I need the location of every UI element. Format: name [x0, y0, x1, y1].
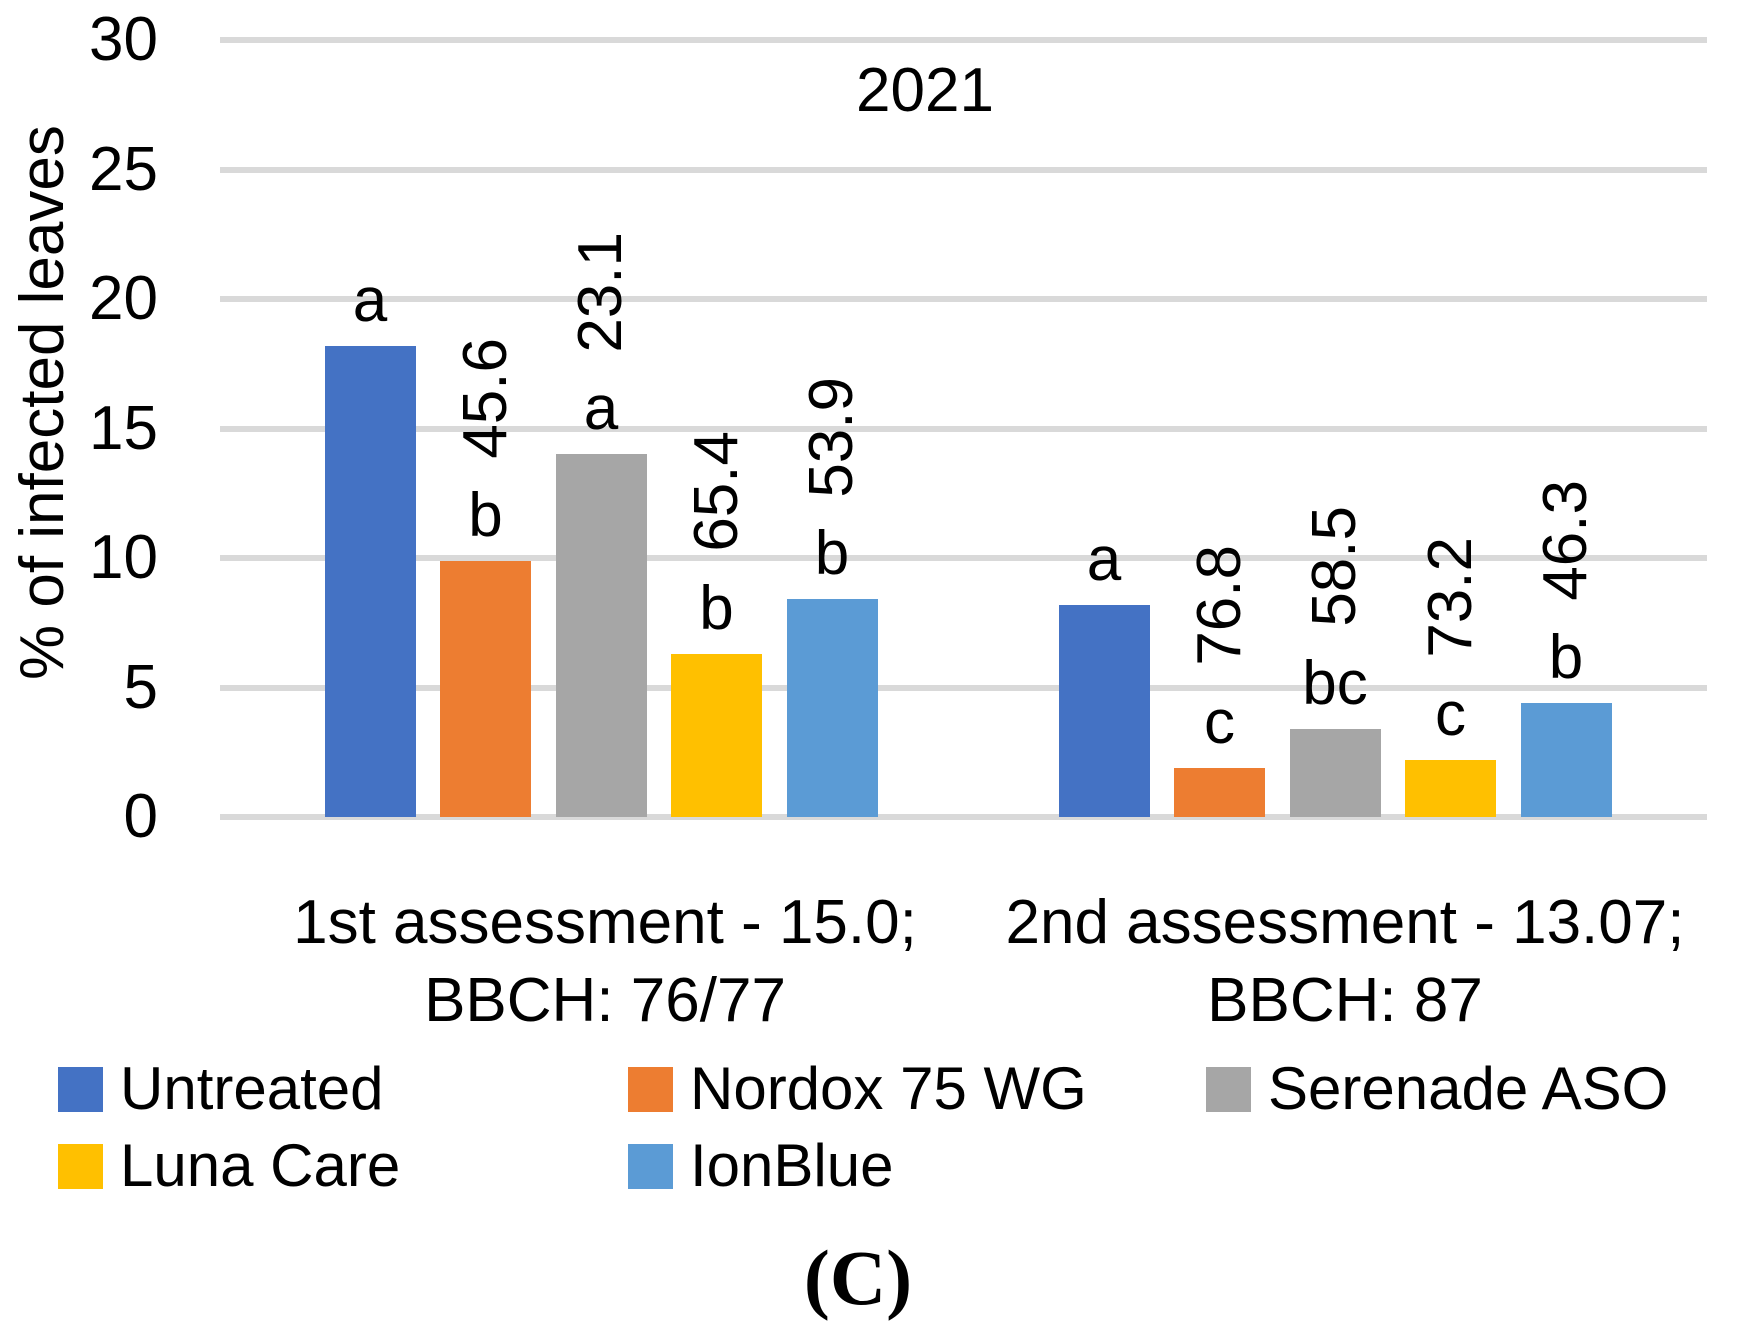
gridline-30 [220, 37, 1707, 43]
y-tick-label-10: 10 [89, 523, 158, 592]
category-label-1st-assessment: 1st assessment - 15.0; BBCH: 76/77 [195, 884, 1015, 1040]
legend-label: Serenade ASO [1268, 1055, 1669, 1122]
significance-letter-nordox-75-wg-group2: c [1204, 687, 1235, 757]
legend-label: Nordox 75 WG [690, 1055, 1087, 1122]
significance-letter-nordox-75-wg-group1: b [468, 480, 503, 550]
bar-nordox-75-wg-group1 [440, 560, 531, 817]
legend-label: IonBlue [690, 1132, 894, 1199]
gridline-0 [220, 814, 1707, 820]
gridline-25 [220, 166, 1707, 173]
y-tick-label-15: 15 [89, 393, 158, 463]
legend-swatch-ionblue [628, 1143, 673, 1189]
efficacy-value-label-luna-care-group1: 65.4 [681, 431, 751, 552]
significance-letter-untreated-group2: a [1086, 524, 1122, 594]
legend-swatch-nordox-75-wg [628, 1066, 673, 1112]
significance-letter-serenade-aso-group2: bc [1302, 648, 1368, 718]
legend-item-serenade-aso: Serenade ASO [1206, 1059, 1668, 1119]
panel-label: (C) [803, 1234, 913, 1321]
gridline-5 [220, 684, 1707, 691]
legend-swatch-untreated [58, 1066, 103, 1112]
significance-letter-ionblue-group1: b [814, 519, 850, 589]
efficacy-value-label-luna-care-group2: 73.2 [1415, 537, 1485, 659]
legend-item-ionblue: IonBlue [628, 1136, 894, 1196]
bar-ionblue-group2 [1520, 703, 1612, 817]
category-label-line2: BBCH: 87 [1207, 966, 1483, 1035]
legend-label: Luna Care [120, 1132, 401, 1199]
efficacy-value-label-ionblue-group1: 53.9 [797, 376, 866, 498]
bar-untreated-group2 [1058, 604, 1150, 817]
significance-letter-untreated-group1: a [352, 265, 388, 335]
category-label-line1: 2nd assessment - 13.07; [1005, 888, 1685, 957]
significance-letter-luna-care-group1: b [699, 573, 734, 643]
significance-letter-luna-care-group2: c [1435, 680, 1466, 750]
efficacy-value-label-ionblue-group2: 46.3 [1531, 480, 1600, 602]
y-tick-label-30: 30 [89, 5, 158, 74]
y-tick-label-25: 25 [89, 134, 158, 204]
bar-serenade-aso-group1 [555, 454, 647, 817]
category-label-2nd-assessment: 2nd assessment - 13.07; BBCH: 87 [935, 884, 1741, 1040]
bar-luna-care-group2 [1405, 760, 1496, 817]
category-label-line2: BBCH: 76/77 [424, 966, 786, 1035]
y-axis-title: % of infected leaves [8, 125, 77, 680]
significance-letter-serenade-aso-group1: a [583, 374, 619, 444]
y-tick-label-20: 20 [89, 264, 158, 333]
legend-swatch-luna-care [58, 1143, 103, 1189]
efficacy-value-label-serenade-aso-group2: 58.5 [1300, 506, 1369, 627]
efficacy-value-label-nordox-75-wg-group1: 45.6 [450, 337, 520, 459]
bar-nordox-75-wg-group2 [1174, 767, 1265, 817]
legend-swatch-serenade-aso [1206, 1066, 1251, 1112]
y-tick-label-0: 0 [123, 782, 158, 851]
gridline-15 [220, 425, 1707, 432]
legend-item-untreated: Untreated [58, 1059, 384, 1119]
category-label-line1: 1st assessment - 15.0; [293, 888, 917, 957]
bar-ionblue-group1 [786, 599, 878, 817]
legend-item-luna-care: Luna Care [58, 1136, 400, 1196]
gridline-20 [220, 296, 1707, 302]
bar-untreated-group1 [324, 345, 416, 817]
chart-title: 2021 [856, 56, 994, 125]
y-tick-label-5: 5 [123, 652, 158, 722]
efficacy-value-label-nordox-75-wg-group2: 76.8 [1184, 545, 1254, 666]
significance-letter-ionblue-group2: b [1548, 623, 1584, 693]
gridline-10 [220, 555, 1707, 561]
bar-luna-care-group1 [671, 653, 762, 817]
legend-label: Untreated [120, 1055, 384, 1122]
legend-item-nordox-75-wg: Nordox 75 WG [628, 1059, 1087, 1119]
efficacy-value-label-serenade-aso-group1: 23.1 [566, 231, 635, 353]
bar-serenade-aso-group2 [1289, 728, 1381, 817]
